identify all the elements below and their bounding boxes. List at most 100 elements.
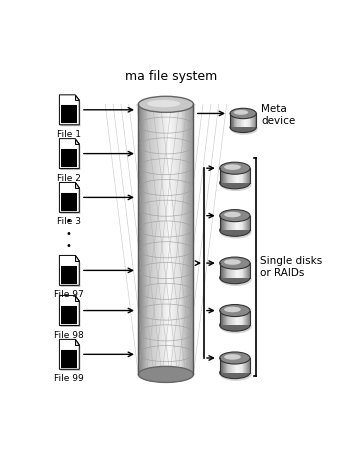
Ellipse shape bbox=[220, 304, 250, 317]
Ellipse shape bbox=[224, 307, 241, 312]
Text: Single disks
or RAIDs: Single disks or RAIDs bbox=[260, 256, 322, 278]
Bar bbox=[169, 104, 170, 374]
Bar bbox=[168, 104, 169, 374]
Bar bbox=[240, 168, 241, 183]
Text: •
•
•: • • • bbox=[65, 217, 71, 251]
Bar bbox=[231, 358, 232, 373]
Ellipse shape bbox=[224, 354, 241, 360]
Bar bbox=[179, 104, 180, 374]
Bar bbox=[248, 310, 249, 325]
Bar bbox=[175, 104, 176, 374]
Bar bbox=[223, 310, 224, 325]
Ellipse shape bbox=[220, 226, 252, 238]
Bar bbox=[244, 113, 245, 128]
Bar bbox=[246, 310, 247, 325]
Bar bbox=[230, 113, 231, 128]
Bar bbox=[235, 310, 236, 325]
Bar bbox=[243, 216, 244, 230]
Bar bbox=[236, 310, 237, 325]
Bar bbox=[180, 104, 182, 374]
Polygon shape bbox=[61, 96, 80, 126]
Bar bbox=[234, 310, 235, 325]
Bar bbox=[245, 358, 246, 373]
Bar bbox=[221, 216, 222, 230]
Bar bbox=[235, 216, 236, 230]
Bar bbox=[236, 168, 237, 183]
Bar bbox=[171, 104, 172, 374]
Bar bbox=[255, 113, 256, 128]
Bar bbox=[227, 168, 228, 183]
Bar bbox=[226, 263, 227, 278]
Bar bbox=[247, 113, 248, 128]
Bar bbox=[163, 104, 164, 374]
Bar bbox=[165, 104, 166, 374]
Bar bbox=[245, 310, 246, 325]
Text: Meta
device: Meta device bbox=[261, 104, 295, 126]
Bar bbox=[233, 113, 234, 128]
Bar bbox=[222, 168, 223, 183]
Bar bbox=[224, 310, 225, 325]
Bar bbox=[238, 113, 239, 128]
Bar bbox=[230, 310, 231, 325]
Bar bbox=[191, 104, 192, 374]
Bar bbox=[225, 168, 226, 183]
Bar bbox=[189, 104, 190, 374]
Bar bbox=[172, 104, 173, 374]
Ellipse shape bbox=[138, 366, 194, 383]
Bar bbox=[138, 104, 140, 374]
Bar bbox=[255, 113, 256, 128]
Bar bbox=[240, 310, 241, 325]
Bar bbox=[247, 216, 248, 230]
Bar bbox=[226, 168, 227, 183]
Bar bbox=[143, 104, 144, 374]
Bar bbox=[220, 216, 221, 230]
Bar bbox=[187, 104, 188, 374]
Bar bbox=[246, 358, 247, 373]
Bar bbox=[231, 216, 232, 230]
Ellipse shape bbox=[224, 212, 241, 218]
Ellipse shape bbox=[230, 124, 258, 135]
Bar bbox=[227, 358, 228, 373]
Bar bbox=[238, 263, 239, 278]
Bar bbox=[224, 168, 225, 183]
Ellipse shape bbox=[220, 178, 252, 191]
Bar bbox=[160, 104, 162, 374]
Bar bbox=[231, 263, 232, 278]
Ellipse shape bbox=[220, 320, 252, 333]
Bar bbox=[236, 358, 237, 373]
Bar bbox=[220, 263, 221, 278]
Bar bbox=[227, 310, 228, 325]
Bar bbox=[234, 263, 235, 278]
Bar bbox=[225, 263, 226, 278]
Bar bbox=[234, 168, 235, 183]
Bar bbox=[232, 168, 233, 183]
Bar bbox=[146, 104, 147, 374]
Bar bbox=[182, 104, 183, 374]
Bar bbox=[248, 263, 249, 278]
Bar bbox=[244, 263, 245, 278]
Ellipse shape bbox=[220, 272, 250, 284]
Bar bbox=[238, 168, 239, 183]
Bar bbox=[252, 113, 253, 128]
Bar bbox=[167, 104, 168, 374]
Bar bbox=[246, 216, 247, 230]
Bar bbox=[244, 310, 245, 325]
Bar bbox=[141, 104, 142, 374]
Bar bbox=[237, 358, 238, 373]
Bar bbox=[232, 358, 233, 373]
Bar bbox=[239, 216, 240, 230]
Bar bbox=[184, 104, 185, 374]
Ellipse shape bbox=[220, 210, 250, 222]
Bar bbox=[192, 104, 193, 374]
Bar bbox=[152, 104, 153, 374]
Bar bbox=[243, 263, 244, 278]
Bar bbox=[180, 104, 181, 374]
Bar bbox=[249, 263, 250, 278]
Bar bbox=[249, 216, 250, 230]
Bar bbox=[230, 168, 231, 183]
Bar bbox=[156, 104, 157, 374]
Ellipse shape bbox=[230, 108, 256, 118]
Bar bbox=[239, 168, 240, 183]
Bar bbox=[222, 263, 223, 278]
Bar bbox=[224, 263, 225, 278]
